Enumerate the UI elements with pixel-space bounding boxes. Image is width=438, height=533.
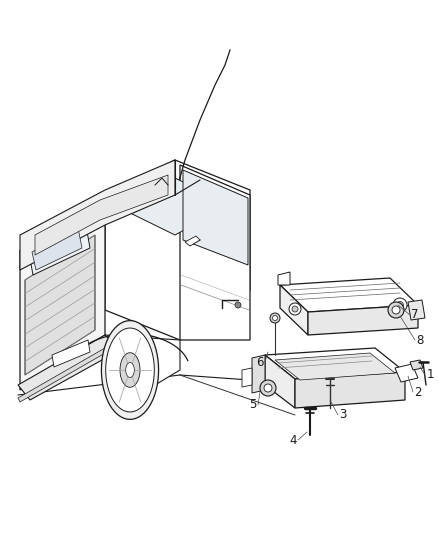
- Polygon shape: [20, 160, 175, 270]
- Circle shape: [388, 302, 404, 318]
- Polygon shape: [106, 328, 154, 412]
- Polygon shape: [275, 353, 395, 380]
- Polygon shape: [28, 220, 90, 275]
- Polygon shape: [18, 348, 107, 402]
- Text: 5: 5: [249, 399, 257, 411]
- Text: 4: 4: [289, 433, 297, 447]
- Polygon shape: [52, 340, 90, 367]
- Circle shape: [235, 302, 241, 308]
- Polygon shape: [242, 368, 252, 387]
- Polygon shape: [280, 285, 308, 335]
- Circle shape: [270, 313, 280, 323]
- Polygon shape: [278, 272, 290, 285]
- Polygon shape: [180, 165, 250, 340]
- Polygon shape: [102, 321, 159, 419]
- Polygon shape: [185, 236, 200, 246]
- Circle shape: [289, 303, 301, 315]
- Circle shape: [392, 306, 400, 314]
- Polygon shape: [120, 353, 140, 387]
- Text: 6: 6: [256, 356, 264, 368]
- Circle shape: [264, 384, 272, 392]
- Circle shape: [272, 316, 278, 320]
- Circle shape: [292, 306, 298, 312]
- Polygon shape: [25, 235, 95, 375]
- Circle shape: [260, 380, 276, 396]
- Polygon shape: [408, 300, 425, 320]
- Polygon shape: [18, 335, 120, 400]
- Polygon shape: [295, 372, 405, 408]
- Polygon shape: [120, 178, 230, 235]
- Text: 2: 2: [414, 385, 422, 399]
- Polygon shape: [126, 362, 134, 377]
- Polygon shape: [105, 160, 250, 340]
- Polygon shape: [252, 355, 265, 393]
- Text: 1: 1: [426, 368, 434, 382]
- Circle shape: [396, 302, 403, 309]
- Polygon shape: [265, 348, 405, 379]
- Polygon shape: [20, 195, 105, 390]
- Polygon shape: [183, 170, 248, 265]
- Polygon shape: [410, 360, 423, 370]
- Polygon shape: [105, 335, 180, 385]
- Polygon shape: [265, 355, 295, 408]
- Text: 8: 8: [416, 334, 424, 346]
- Polygon shape: [280, 278, 418, 312]
- Polygon shape: [395, 364, 418, 382]
- Text: 7: 7: [411, 309, 419, 321]
- Polygon shape: [35, 175, 168, 255]
- Polygon shape: [32, 228, 82, 270]
- Circle shape: [393, 298, 407, 312]
- Polygon shape: [308, 305, 418, 335]
- Text: 3: 3: [339, 408, 347, 422]
